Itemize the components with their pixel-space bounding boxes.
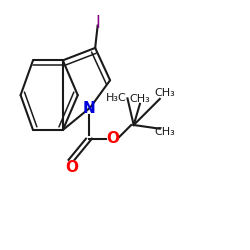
Text: CH₃: CH₃ <box>154 128 175 138</box>
Text: O: O <box>65 160 78 175</box>
Text: N: N <box>82 101 95 116</box>
Text: O: O <box>106 131 119 146</box>
Text: H₃C: H₃C <box>106 94 127 104</box>
Text: CH₃: CH₃ <box>154 88 175 98</box>
Text: I: I <box>96 14 100 32</box>
Text: CH₃: CH₃ <box>130 94 150 104</box>
